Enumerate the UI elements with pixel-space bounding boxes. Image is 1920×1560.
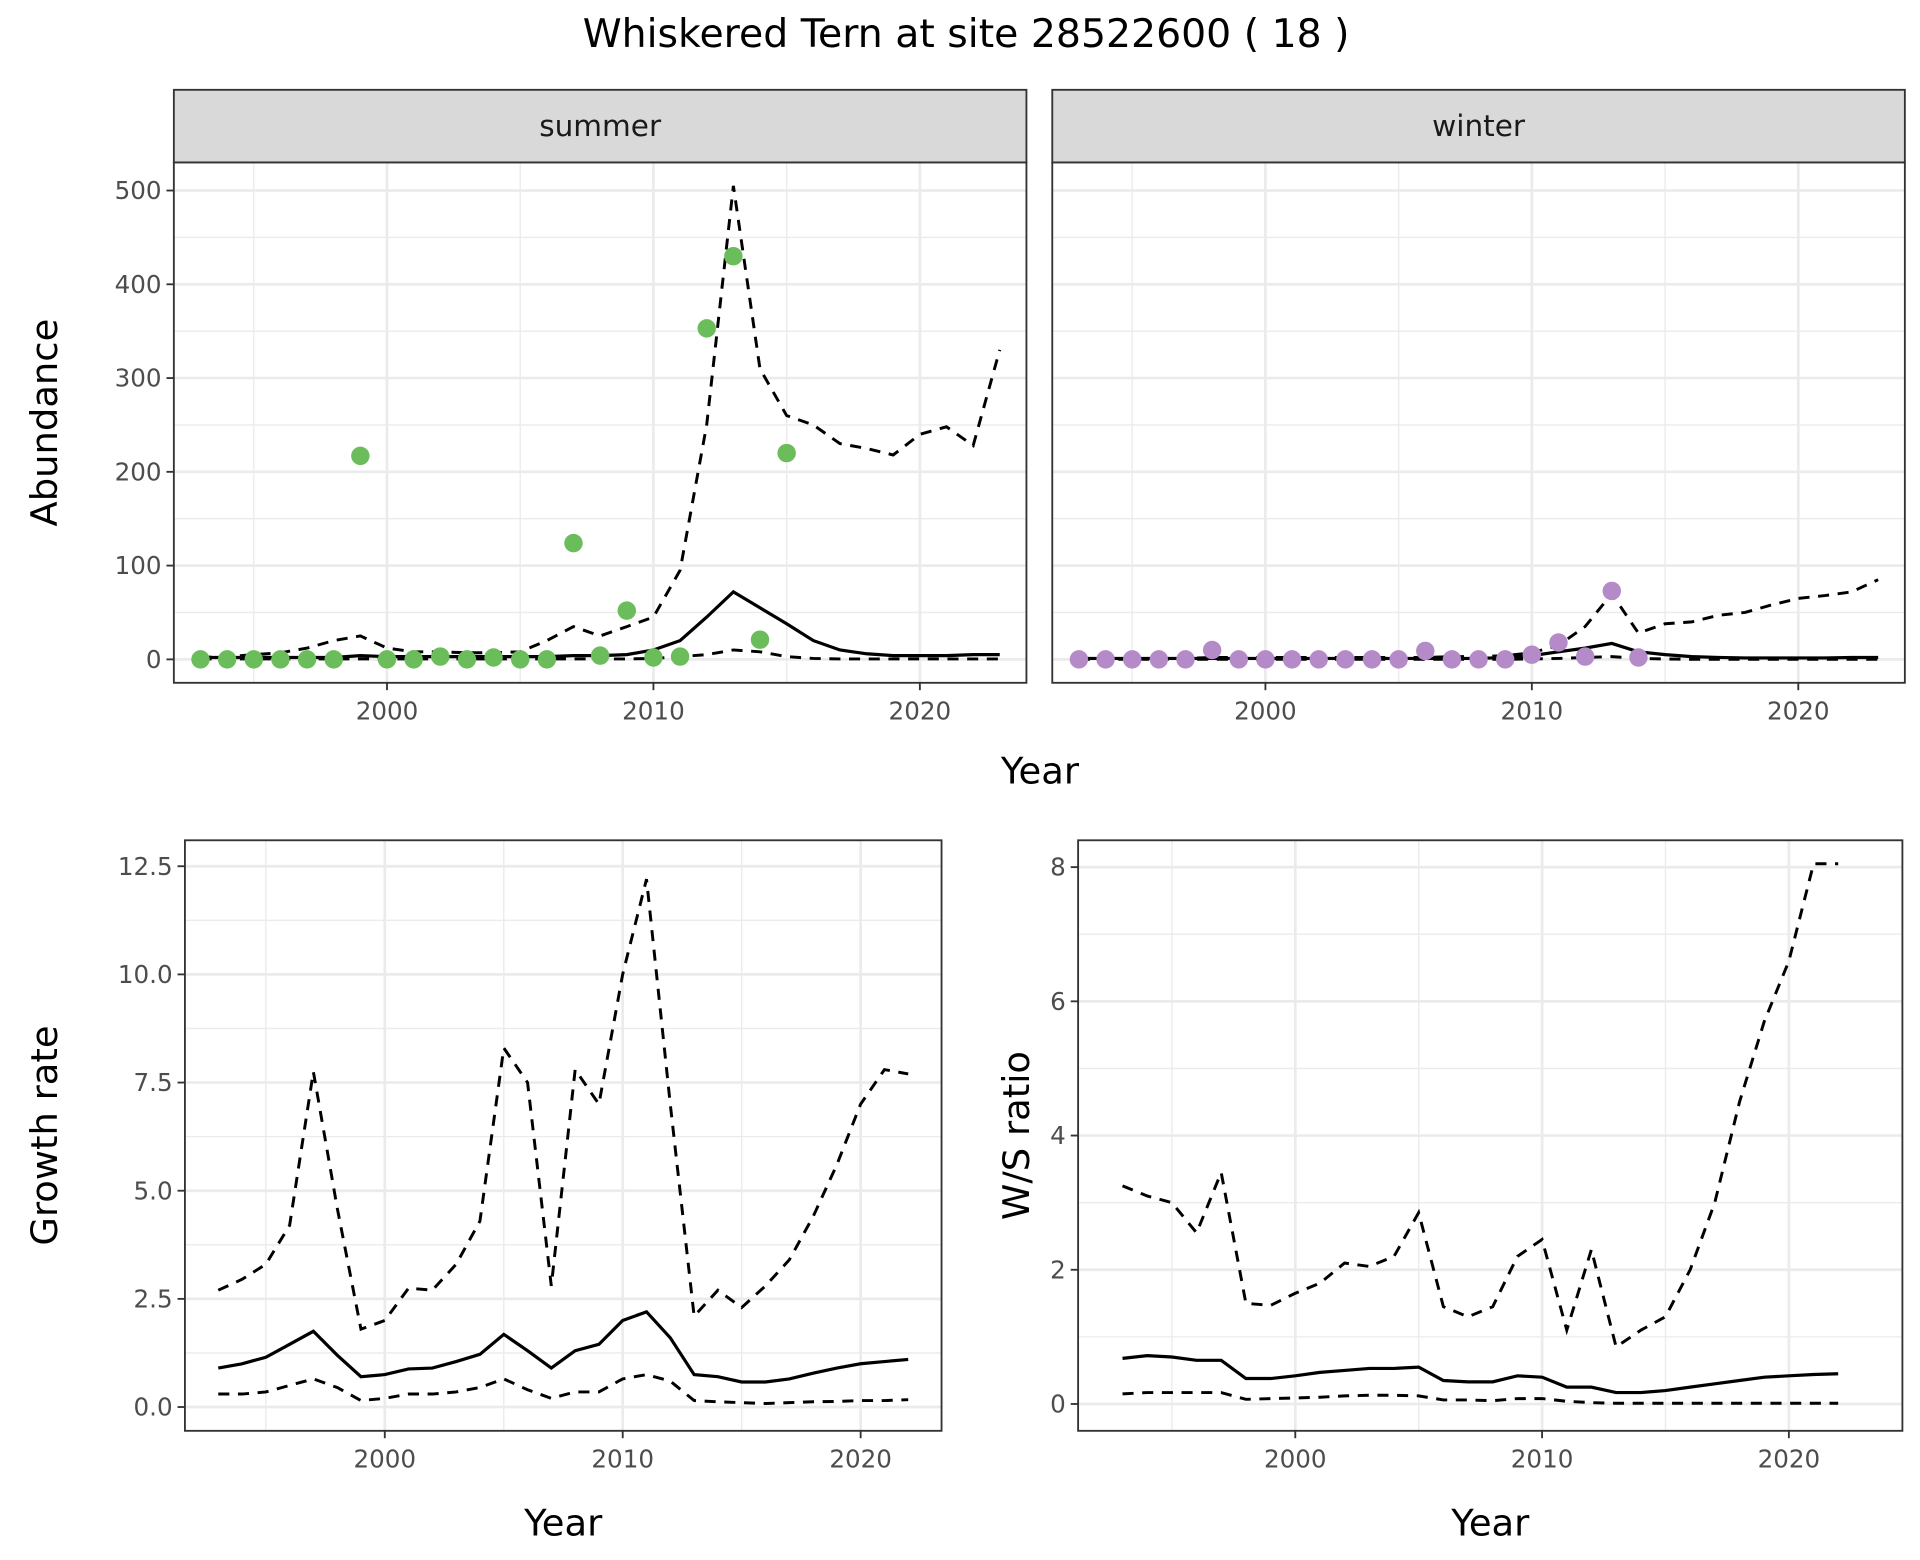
data-point — [1389, 650, 1408, 669]
x-axis-title: Year — [523, 1501, 603, 1544]
x-tick-label: 2010 — [622, 697, 685, 726]
x-tick-label: 2010 — [1501, 697, 1564, 726]
chart-title: Whiskered Tern at site 28522600 ( 18 ) — [583, 11, 1350, 57]
y-tick-label: 10.0 — [118, 960, 173, 989]
y-tick-label: 0 — [1050, 1390, 1066, 1419]
y-tick-label: 0.0 — [133, 1393, 172, 1422]
data-point — [1282, 650, 1302, 669]
data-point — [1602, 581, 1622, 601]
data-point — [1522, 645, 1542, 664]
data-point — [590, 646, 610, 665]
data-point — [510, 650, 530, 669]
y-tick-label: 5.0 — [133, 1176, 172, 1205]
data-point — [1629, 648, 1648, 667]
y-axis-title: W/S ratio — [995, 1051, 1038, 1220]
data-point — [1336, 650, 1355, 669]
y-tick-label: 4 — [1050, 1121, 1066, 1150]
x-tick-label: 2000 — [356, 697, 419, 726]
y-tick-label: 6 — [1050, 987, 1066, 1016]
data-point — [1575, 647, 1595, 666]
x-tick-label: 2010 — [1511, 1445, 1574, 1474]
data-point — [1256, 650, 1275, 669]
data-point — [457, 650, 477, 669]
data-point — [1309, 650, 1328, 669]
y-tick-label: 300 — [115, 364, 162, 393]
data-point — [1202, 640, 1222, 660]
data-point — [670, 647, 690, 666]
data-point — [431, 647, 450, 666]
x-tick-label: 2020 — [829, 1445, 892, 1474]
y-axis-title: Growth rate — [23, 1025, 66, 1245]
lower-bound-line — [218, 1373, 909, 1405]
x-tick-label: 2000 — [1264, 1445, 1327, 1474]
y-tick-label: 400 — [115, 270, 162, 299]
panel-summer: summer 2000 2010 2020 0 100 200 300 400 500 Abunda… — [23, 88, 1028, 726]
mean-line — [1122, 1354, 1839, 1395]
x-tick-label: 2020 — [889, 697, 952, 726]
data-point — [1416, 641, 1435, 661]
data-point — [297, 650, 317, 669]
data-point — [697, 319, 716, 338]
panel-winter: winter 2000 2010 2020 — [1051, 88, 1906, 726]
data-point — [1362, 650, 1382, 669]
x-tick-label: 2020 — [1767, 697, 1830, 726]
y-tick-label: 2.5 — [133, 1284, 172, 1313]
y-tick-label: 7.5 — [133, 1068, 172, 1097]
data-point — [324, 650, 343, 669]
data-point — [750, 630, 770, 649]
y-tick-label: 0 — [146, 645, 162, 674]
x-tick-label: 2020 — [1758, 1445, 1821, 1474]
y-tick-label: 500 — [115, 176, 162, 205]
panel-growth-rate: 2000 2010 2020 0.0 2.5 5.0 7.5 10.0 12.5 Growth r… — [23, 839, 943, 1544]
data-point — [1149, 650, 1169, 669]
data-point — [377, 650, 397, 669]
data-point — [1096, 650, 1115, 669]
x-axis-title: Year — [1000, 750, 1080, 793]
data-point — [1495, 650, 1515, 669]
y-tick-label: 12.5 — [118, 852, 173, 881]
y-tick-label: 8 — [1050, 853, 1066, 882]
panel-border — [183, 839, 943, 1432]
data-point — [244, 650, 264, 669]
x-tick-label: 2010 — [591, 1445, 654, 1474]
y-tick-label: 200 — [115, 457, 162, 486]
data-point — [777, 443, 796, 463]
lower-bound-line — [1122, 1391, 1839, 1405]
data-point — [617, 601, 637, 620]
data-point — [271, 650, 290, 669]
data-point — [217, 650, 237, 669]
panel-w-s-ratio: 2000 2010 2020 0 2 4 6 8 W/S ratio Year — [995, 839, 1904, 1544]
facet-label: winter — [1432, 109, 1526, 143]
data-point — [1069, 650, 1089, 669]
data-point — [1442, 650, 1462, 669]
data-point — [484, 648, 503, 667]
upper-bound-line — [217, 878, 909, 1332]
x-tick-label: 2000 — [1234, 697, 1297, 726]
data-point — [404, 650, 423, 669]
data-point — [644, 648, 663, 667]
y-axis-title: Abundance — [23, 319, 66, 527]
x-axis-title: Year — [1450, 1501, 1530, 1544]
x-tick-label: 2000 — [353, 1445, 416, 1474]
data-point — [1122, 650, 1142, 669]
facet-strip — [172, 88, 1028, 164]
data-point — [564, 533, 583, 553]
data-point — [537, 650, 557, 669]
data-point — [724, 246, 743, 266]
upper-bound-line — [1121, 862, 1839, 1350]
data-point — [1229, 650, 1249, 669]
y-tick-label: 100 — [115, 551, 162, 580]
panel-border — [1077, 839, 1904, 1432]
data-point — [351, 446, 370, 466]
data-point — [1469, 650, 1488, 669]
data-point — [191, 650, 210, 669]
data-point — [1549, 633, 1568, 652]
facet-label: summer — [539, 109, 662, 143]
data-point — [1176, 650, 1195, 669]
y-tick-label: 2 — [1050, 1255, 1066, 1284]
mean-line — [217, 1309, 909, 1384]
facet-strip — [1051, 88, 1906, 164]
